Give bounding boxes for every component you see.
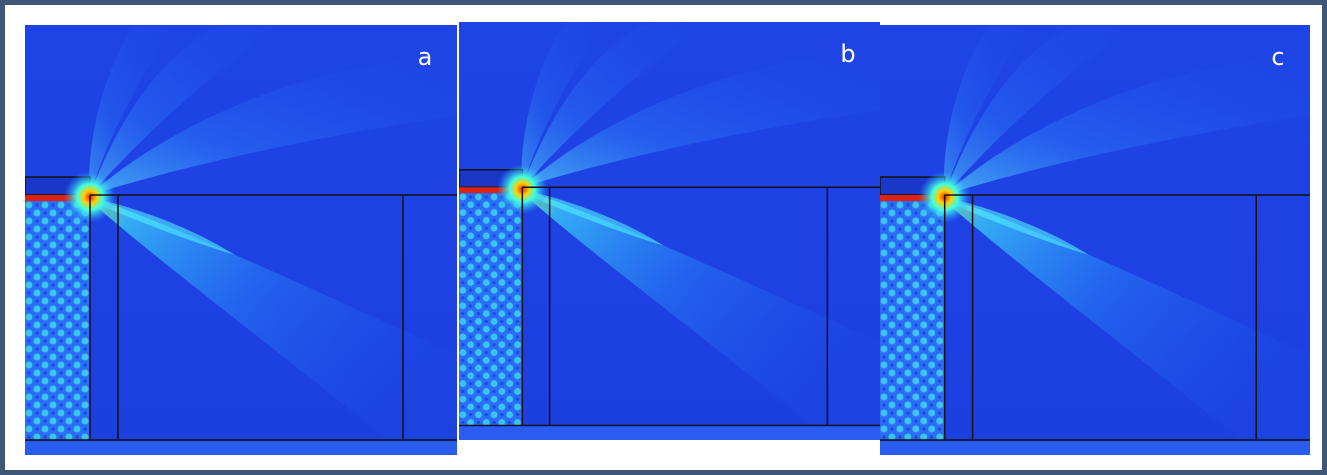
bottom-band bbox=[880, 441, 1310, 455]
hot-line bbox=[25, 195, 90, 201]
upper-lobe bbox=[944, 55, 1310, 195]
field-panel bbox=[459, 22, 880, 440]
beam-core bbox=[944, 197, 1090, 255]
upper-lobe bbox=[522, 22, 713, 188]
beam bbox=[944, 197, 1310, 455]
hot-line bbox=[459, 187, 523, 194]
panel-label: c bbox=[1271, 43, 1284, 71]
field-panel bbox=[880, 25, 1310, 455]
field-panel bbox=[25, 25, 457, 455]
beam-core bbox=[90, 197, 235, 255]
upper-lobe bbox=[89, 25, 175, 195]
upper-lobe bbox=[90, 25, 285, 195]
beam-core bbox=[522, 189, 664, 246]
panel-label: a bbox=[418, 43, 433, 71]
hot-line bbox=[880, 195, 945, 201]
beam bbox=[522, 189, 880, 440]
bottom-band bbox=[459, 426, 880, 440]
upper-lobe bbox=[521, 22, 606, 188]
upper-lobe bbox=[944, 25, 1139, 195]
upper-lobe bbox=[943, 25, 1030, 195]
textured-strip bbox=[459, 193, 523, 426]
textured-strip bbox=[880, 201, 945, 440]
panel-label: b bbox=[840, 40, 855, 68]
bottom-band bbox=[25, 441, 457, 455]
upper-lobe bbox=[522, 51, 880, 188]
upper-lobe bbox=[90, 55, 457, 195]
beam bbox=[90, 197, 457, 455]
textured-strip bbox=[25, 201, 90, 440]
